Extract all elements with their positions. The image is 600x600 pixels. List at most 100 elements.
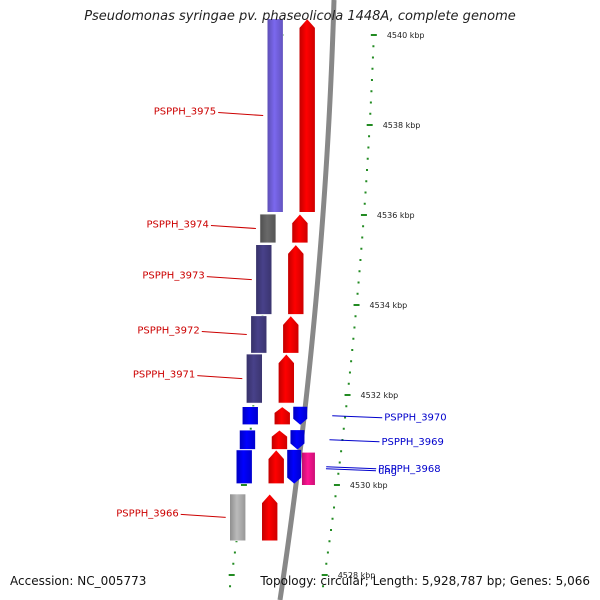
gene-leader-line [329,439,380,443]
gene-label: PSPPH_3966 [116,508,178,519]
gene-feature-arrow [267,449,285,484]
gene-feature-arrow [287,244,305,315]
scale-tick [366,157,369,160]
gene-cog-bar [250,315,268,354]
gene-marker [293,406,308,425]
gene-cog-bar [259,213,277,244]
scale-tick [366,169,369,171]
scale-tick [370,90,373,93]
scale-tick [353,326,356,329]
topology-text: Topology: circular; Length: 5,928,787 bp… [260,574,590,588]
gene-label: PSPPH_3972 [137,325,199,336]
scale-tick [370,34,377,36]
scale-tick [351,349,354,351]
gene-leader-line [218,112,264,117]
scale-label: 4528 kbp [338,571,376,580]
scale-tick [333,484,340,486]
gene-label: PSPPH_3973 [142,271,204,282]
gene-feature-arrow [271,429,288,450]
scale-tick [361,236,364,239]
scale-label: 4540 kbp [387,31,425,40]
scale-tick [344,394,351,396]
gene-leader-line [325,468,376,472]
scale-tick [333,506,336,509]
scale-tick [328,540,331,543]
gene-label: PSPPH_3971 [133,370,195,381]
scale-tick [321,574,328,576]
accession-text: Accession: NC_005773 [10,574,147,588]
scale-tick [342,427,345,430]
gene-leader-line [180,513,226,518]
gene-feature-arrow [291,213,309,244]
scale-tick [371,67,374,70]
scale-tick [369,112,372,115]
page-title: Pseudomonas syringae pv. phaseolicola 14… [84,9,516,24]
scale-tick [357,281,360,284]
scale-tick [347,382,350,385]
gene-marker [290,430,305,450]
scale-label: 4532 kbp [361,391,399,400]
gene-leader-line [197,375,243,380]
scale-tick [330,529,333,531]
gene-leader-line [206,276,252,281]
scale-tick [367,146,370,149]
scale-tick [364,191,367,194]
gene-label: PSPPH_3969 [381,437,443,448]
scale-tick [350,360,353,363]
gene-feature-arrow [273,406,291,426]
scale-tick [363,202,366,205]
scale-tick [368,135,371,138]
gene-leader-line [326,466,377,470]
gene-feature-arrow [278,353,295,404]
gene-label: PSPPH_3975 [154,107,216,118]
gene-cog-bar [255,244,273,315]
gene-feature-arrow [282,315,300,354]
gene-label: PSPPH_3968 [378,464,440,475]
gene-cog-bar [235,449,253,484]
scale-tick [371,56,374,59]
gene-feature-arrow [298,18,316,213]
scale-tick [325,562,328,565]
scale-label: 4536 kbp [377,211,415,220]
scale-tick [360,247,363,250]
scale-tick [372,45,375,48]
scale-tick [345,405,348,408]
scale-tick [360,214,367,216]
gene-label: PSPPH_3970 [384,413,446,424]
gene-marker [287,449,302,484]
gene-cog-bar [246,353,263,404]
gene-label: ung [378,466,397,477]
gene-feature-arrow [261,493,279,542]
scale-tick [352,337,355,340]
scale-tick [334,495,337,498]
scale-label: 4534 kbp [370,301,408,310]
scale-tick [353,304,360,306]
scale-tick [358,270,361,273]
scale-tick-inner [240,484,247,486]
scale-tick-inner [252,405,255,408]
scale-tick [337,472,340,475]
scale-tick [359,259,362,261]
scale-tick [326,551,329,554]
scale-tick [340,450,343,453]
scale-tick [369,101,372,104]
genome-backbone [277,0,337,600]
gene-leader-line [332,415,383,419]
scale-tick-inner [235,540,238,543]
gene-leader-line [210,225,256,229]
scale-tick-inner [233,551,236,554]
gene-cog-bar [239,429,256,450]
scale-label: 4530 kbp [350,481,388,490]
scale-tick-inner [229,585,232,588]
scale-tick [354,315,357,318]
gene-cog-bar [266,18,284,213]
scale-tick [362,225,365,228]
scale-tick-inner [228,574,235,576]
gene-label: PSPPH_3974 [147,220,209,231]
scale-tick-inner [232,562,235,565]
scale-tick [365,180,368,183]
scale-tick-inner [249,427,252,430]
scale-tick [348,371,351,374]
